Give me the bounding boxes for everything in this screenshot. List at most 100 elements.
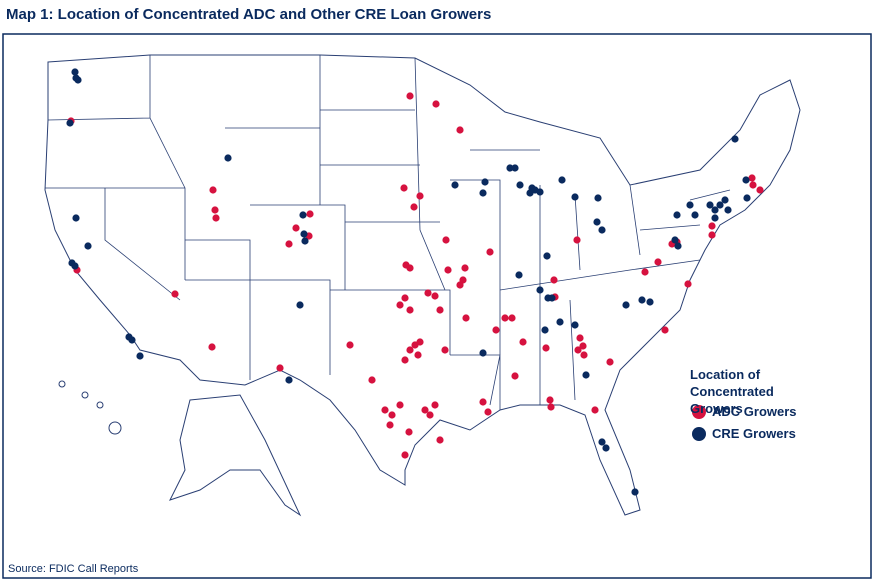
adc-location <box>461 264 469 272</box>
cre-location <box>479 349 487 357</box>
adc-location <box>708 231 716 239</box>
adc-location <box>401 451 409 459</box>
cre-location <box>296 301 304 309</box>
adc-location <box>606 358 614 366</box>
adc-location <box>401 356 409 364</box>
adc-location <box>400 184 408 192</box>
adc-location <box>492 326 500 334</box>
cre-location <box>300 230 308 238</box>
adc-location <box>386 421 394 429</box>
adc-location <box>749 181 757 189</box>
locations <box>66 68 764 496</box>
cre-location <box>571 321 579 329</box>
legend-title: Location of Concentrated Growers <box>690 367 774 416</box>
adc-location <box>591 406 599 414</box>
adc-location <box>641 268 649 276</box>
cre-location <box>646 298 654 306</box>
cre-location <box>706 201 714 209</box>
adc-location <box>436 436 444 444</box>
cre-location <box>66 119 74 127</box>
adc-location <box>456 281 464 289</box>
legend-label: ADC Growers <box>712 404 797 419</box>
cre-location <box>526 189 534 197</box>
cre-location <box>74 76 82 84</box>
adc-location <box>748 174 756 182</box>
adc-location <box>580 351 588 359</box>
cre-location <box>743 194 751 202</box>
cre-location <box>72 214 80 222</box>
adc-location <box>208 343 216 351</box>
legend-swatch <box>692 405 706 419</box>
adc-location <box>171 290 179 298</box>
adc-location <box>426 411 434 419</box>
cre-location <box>515 271 523 279</box>
legend-label: CRE Growers <box>712 426 796 441</box>
cre-location <box>71 68 79 76</box>
cre-location <box>543 252 551 260</box>
adc-location <box>501 314 509 322</box>
cre-location <box>481 178 489 186</box>
source-note: Source: FDIC Call Reports <box>8 563 139 575</box>
cre-location <box>638 296 646 304</box>
adc-location <box>406 346 414 354</box>
adc-location <box>574 346 582 354</box>
adc-location <box>511 372 519 380</box>
adc-location <box>406 306 414 314</box>
cre-location <box>451 181 459 189</box>
cre-location <box>674 242 682 250</box>
cre-location <box>548 294 556 302</box>
cre-location <box>558 176 566 184</box>
cre-location <box>285 376 293 384</box>
cre-location <box>673 211 681 219</box>
cre-location <box>556 318 564 326</box>
adc-location <box>211 206 219 214</box>
cre-location <box>598 438 606 446</box>
adc-location <box>406 92 414 100</box>
adc-location <box>684 280 692 288</box>
cre-location <box>671 236 679 244</box>
cre-location <box>541 326 549 334</box>
adc-location <box>424 289 432 297</box>
adc-location <box>508 314 516 322</box>
cre-location <box>301 237 309 245</box>
cre-location <box>128 336 136 344</box>
adc-location <box>414 351 422 359</box>
cre-location <box>224 154 232 162</box>
map-title: Map 1: Location of Concentrated ADC and … <box>6 6 492 23</box>
cre-location <box>686 201 694 209</box>
adc-location <box>479 398 487 406</box>
us-outline <box>44 54 801 517</box>
cre-location <box>571 193 579 201</box>
cre-location <box>711 206 719 214</box>
adc-location <box>388 411 396 419</box>
cre-location <box>582 371 590 379</box>
adc-location <box>573 236 581 244</box>
adc-location <box>661 326 669 334</box>
adc-location <box>756 186 764 194</box>
adc-location <box>462 314 470 322</box>
adc-location <box>442 236 450 244</box>
state-lines <box>45 55 731 410</box>
adc-location <box>441 346 449 354</box>
adc-location <box>368 376 376 384</box>
cre-location <box>536 188 544 196</box>
adc-location <box>416 338 424 346</box>
cre-location <box>602 444 610 452</box>
adc-location <box>401 294 409 302</box>
cre-location <box>691 211 699 219</box>
cre-location <box>721 196 729 204</box>
cre-location <box>593 218 601 226</box>
adc-location <box>212 214 220 222</box>
cre-location <box>479 189 487 197</box>
adc-location <box>708 222 716 230</box>
adc-location <box>550 276 558 284</box>
cre-location <box>299 211 307 219</box>
adc-location <box>654 258 662 266</box>
adc-location <box>209 186 217 194</box>
cre-location <box>724 206 732 214</box>
cre-location <box>136 352 144 360</box>
adc-location <box>405 428 413 436</box>
adc-location <box>546 396 554 404</box>
cre-location <box>516 181 524 189</box>
